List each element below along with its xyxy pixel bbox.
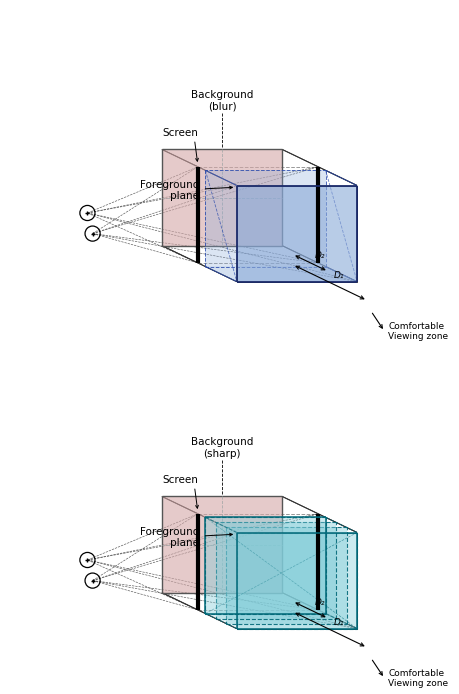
Polygon shape [162,246,356,282]
Polygon shape [162,149,356,185]
Polygon shape [205,613,356,629]
Text: Screen: Screen [162,475,198,484]
Polygon shape [205,170,325,266]
Text: Comfortable
Viewing zone: Comfortable Viewing zone [387,322,447,341]
Polygon shape [162,149,281,246]
Text: D₂: D₂ [314,598,325,607]
Polygon shape [215,523,336,618]
Polygon shape [162,496,281,593]
Text: Comfortable
Viewing zone: Comfortable Viewing zone [387,669,447,688]
Polygon shape [226,527,346,624]
Text: Background
(sharp): Background (sharp) [190,437,252,459]
Text: Screen: Screen [162,128,198,137]
Polygon shape [236,185,356,282]
Text: D₂: D₂ [314,251,325,260]
Text: Foreground
plane: Foreground plane [140,527,199,548]
Polygon shape [205,517,325,613]
Text: D₁: D₁ [333,618,344,627]
Polygon shape [205,266,356,282]
Polygon shape [162,496,356,532]
Text: Foreground
plane: Foreground plane [140,180,199,201]
Polygon shape [162,593,356,629]
Text: Background
(blur): Background (blur) [190,90,252,112]
Text: D₁: D₁ [333,271,344,280]
Polygon shape [236,532,356,629]
